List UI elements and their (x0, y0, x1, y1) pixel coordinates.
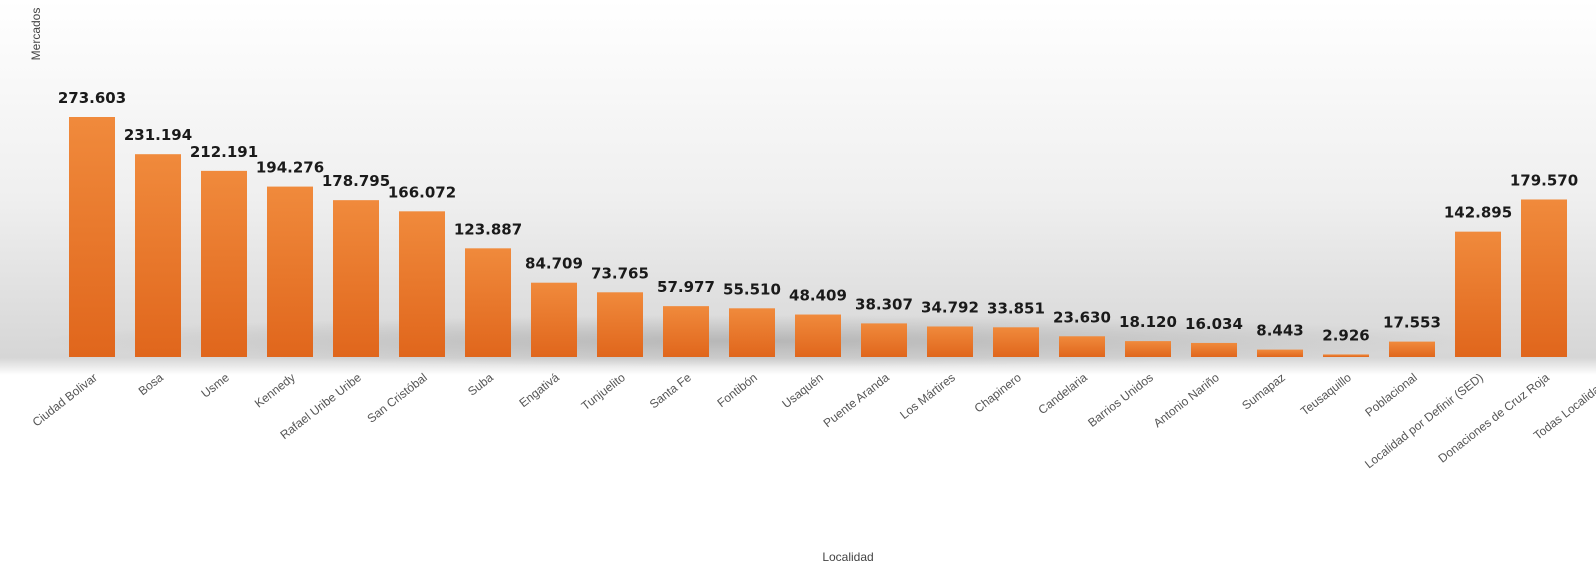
bar-10 (729, 308, 775, 357)
data-label-5: 166.072 (388, 183, 456, 201)
data-label-13: 34.792 (921, 298, 979, 316)
bar-16 (1125, 341, 1171, 357)
data-label-16: 18.120 (1119, 313, 1177, 331)
data-label-12: 38.307 (855, 295, 913, 313)
data-label-3: 194.276 (256, 159, 324, 177)
bar-13 (927, 326, 973, 357)
x-axis-title: Localidad (822, 550, 873, 564)
data-label-14: 33.851 (987, 299, 1045, 317)
bar-0 (69, 117, 115, 357)
bar-20 (1389, 341, 1435, 357)
data-label-0: 273.603 (58, 89, 126, 107)
bar-3 (267, 186, 313, 357)
data-label-4: 178.795 (322, 172, 390, 190)
data-label-11: 48.409 (789, 287, 847, 305)
bar-9 (663, 306, 709, 357)
bar-11 (795, 314, 841, 357)
bar-4 (333, 200, 379, 357)
data-label-8: 73.765 (591, 264, 649, 282)
bar-21 (1455, 231, 1501, 357)
data-label-15: 23.630 (1053, 308, 1111, 326)
bar-19 (1323, 354, 1369, 357)
data-label-19: 2.926 (1322, 326, 1369, 344)
data-label-2: 212.191 (190, 143, 258, 161)
bar-12 (861, 323, 907, 357)
bar-5 (399, 211, 445, 357)
data-label-10: 55.510 (723, 280, 781, 298)
bar-6 (465, 248, 511, 357)
data-label-21: 142.895 (1444, 204, 1512, 222)
data-label-20: 17.553 (1383, 314, 1441, 332)
bar-1 (135, 154, 181, 357)
bar-17 (1191, 342, 1237, 357)
bar-18 (1257, 349, 1303, 357)
bar-7 (531, 282, 577, 357)
bar-14 (993, 327, 1039, 357)
data-label-17: 16.034 (1185, 315, 1243, 333)
bar-15 (1059, 336, 1105, 357)
data-label-9: 57.977 (657, 278, 715, 296)
data-label-18: 8.443 (1256, 322, 1303, 340)
data-label-7: 84.709 (525, 255, 583, 273)
data-label-22: 179.570 (1510, 171, 1578, 189)
y-axis-title: Mercados (29, 8, 43, 61)
data-label-1: 231.194 (124, 126, 192, 144)
bar-22 (1521, 199, 1567, 357)
bar-8 (597, 292, 643, 357)
data-label-6: 123.887 (454, 220, 522, 238)
bar-2 (201, 170, 247, 357)
